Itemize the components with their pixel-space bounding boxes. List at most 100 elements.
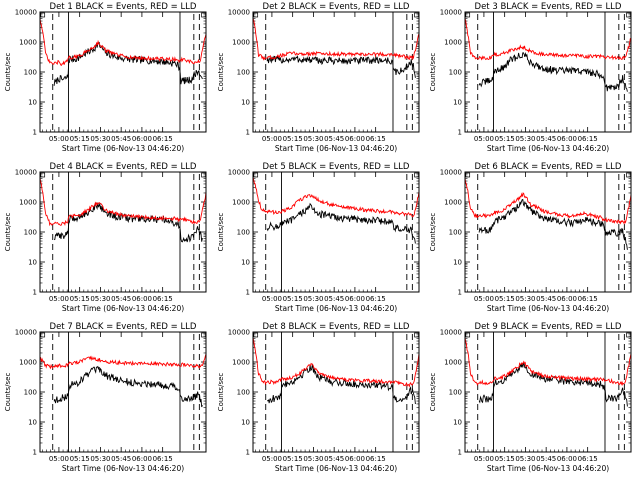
x-tick-label: 06:15: [153, 135, 173, 143]
lld-series-line: [252, 337, 420, 388]
panel-title: Det 6 BLACK = Events, RED = LLD: [475, 162, 622, 172]
events-series-line: [266, 364, 416, 405]
lld-series-line: [464, 18, 632, 61]
x-tick-label: 05:00: [474, 295, 494, 303]
y-axis-label: Counts/sec: [429, 53, 437, 92]
panel-title: Det 1 BLACK = Events, RED = LLD: [50, 2, 197, 12]
y-tick-label: 100: [449, 389, 462, 397]
panel-title: Det 4 BLACK = Events, RED = LLD: [50, 162, 197, 172]
y-tick-label: 1: [458, 289, 462, 297]
plot-frame: [464, 331, 632, 453]
x-tick-label: 06:15: [366, 135, 386, 143]
x-tick-label: 05:45: [536, 455, 556, 463]
plot-frame: [39, 331, 207, 453]
x-tick-label: 05:00: [49, 135, 69, 143]
lld-series-line: [464, 337, 632, 386]
panel-title: Det 5 BLACK = Events, RED = LLD: [263, 162, 410, 172]
y-tick-label: 1000: [232, 359, 250, 367]
x-tick-label: 05:45: [111, 135, 131, 143]
x-tick-label: 06:00: [345, 135, 365, 143]
x-tick-label: 05:30: [515, 295, 535, 303]
x-tick-label: 06:15: [366, 295, 386, 303]
state-flag-marker: [465, 172, 471, 178]
x-tick-label: 05:00: [262, 455, 282, 463]
lld-series-line: [464, 177, 632, 225]
x-tick-label: 06:00: [557, 455, 577, 463]
y-tick-label: 100: [237, 69, 250, 77]
y-tick-label: 10: [28, 259, 37, 267]
y-axis-label: Counts/sec: [429, 373, 437, 412]
state-flag-marker: [40, 332, 46, 338]
x-tick-label: 05:45: [536, 135, 556, 143]
x-axis-label: Start Time (06-Nov-13 04:46:20): [487, 304, 609, 313]
y-tick-label: 1: [246, 289, 250, 297]
x-axis-label: Start Time (06-Nov-13 04:46:20): [487, 464, 609, 473]
y-tick-label: 10000: [440, 329, 462, 337]
detector-panel-9: Det 9 BLACK = Events, RED = LLD Counts/se…: [429, 322, 632, 473]
state-flag-marker: [253, 332, 259, 338]
x-tick-label: 06:00: [557, 295, 577, 303]
lld-series-line: [39, 353, 207, 370]
y-tick-label: 1: [33, 449, 37, 457]
y-axis-label: Counts/sec: [429, 213, 437, 252]
y-tick-label: 10000: [440, 9, 462, 17]
x-tick-label: 06:15: [578, 295, 598, 303]
y-tick-label: 10000: [440, 169, 462, 177]
panel-title: Det 9 BLACK = Events, RED = LLD: [475, 322, 622, 332]
x-tick-label: 05:15: [70, 135, 90, 143]
y-tick-label: 10000: [15, 9, 37, 17]
y-tick-label: 100: [237, 229, 250, 237]
y-tick-label: 10: [453, 419, 462, 427]
x-axis-label: Start Time (06-Nov-13 04:46:20): [275, 464, 397, 473]
y-tick-label: 1000: [19, 359, 37, 367]
x-tick-label: 06:00: [132, 135, 152, 143]
x-tick-label: 06:15: [578, 455, 598, 463]
state-flag-marker: [465, 12, 471, 18]
y-axis-label: Counts/sec: [217, 213, 225, 252]
x-axis-label: Start Time (06-Nov-13 04:46:20): [62, 144, 184, 153]
x-tick-label: 05:00: [49, 295, 69, 303]
plot-frame: [252, 331, 420, 453]
plot-frame: [252, 171, 420, 293]
x-tick-label: 05:15: [495, 295, 515, 303]
lld-series-line: [252, 18, 420, 61]
detector-panel-6: Det 6 BLACK = Events, RED = LLD Counts/se…: [429, 162, 632, 313]
x-tick-label: 05:15: [495, 135, 515, 143]
detector-panel-3: Det 3 BLACK = Events, RED = LLD Counts/se…: [429, 2, 632, 153]
y-tick-label: 10000: [228, 9, 250, 17]
y-tick-label: 10: [453, 99, 462, 107]
x-tick-label: 05:45: [324, 455, 344, 463]
y-tick-label: 1: [246, 129, 250, 137]
x-tick-label: 05:00: [474, 455, 494, 463]
x-tick-label: 05:30: [303, 135, 323, 143]
x-tick-label: 06:00: [132, 295, 152, 303]
y-axis-label: Counts/sec: [217, 53, 225, 92]
y-tick-label: 100: [24, 229, 37, 237]
x-axis-label: Start Time (06-Nov-13 04:46:20): [62, 304, 184, 313]
x-tick-label: 05:00: [49, 455, 69, 463]
x-tick-label: 05:15: [495, 455, 515, 463]
y-tick-label: 1: [246, 449, 250, 457]
x-tick-label: 05:15: [283, 295, 303, 303]
x-tick-label: 06:00: [132, 455, 152, 463]
events-series-line: [53, 41, 203, 86]
y-tick-label: 10000: [15, 169, 37, 177]
x-tick-label: 05:45: [324, 295, 344, 303]
y-tick-label: 100: [449, 229, 462, 237]
y-tick-label: 100: [24, 389, 37, 397]
x-tick-label: 05:00: [262, 295, 282, 303]
x-tick-label: 05:00: [262, 135, 282, 143]
y-tick-label: 1: [33, 129, 37, 137]
events-series-line: [478, 198, 628, 250]
detector-panel-1: Det 1 BLACK = Events, RED = LLD Counts/se…: [4, 2, 207, 153]
panel-title: Det 2 BLACK = Events, RED = LLD: [263, 2, 410, 12]
y-axis-label: Counts/sec: [4, 373, 12, 412]
detector-panel-4: Det 4 BLACK = Events, RED = LLD Counts/se…: [4, 162, 207, 313]
plot-frame: [39, 11, 207, 133]
plot-frame: [464, 11, 632, 133]
x-tick-label: 06:00: [557, 135, 577, 143]
y-tick-label: 10000: [228, 329, 250, 337]
x-tick-label: 05:45: [111, 455, 131, 463]
x-tick-label: 05:30: [303, 295, 323, 303]
y-tick-label: 1000: [444, 39, 462, 47]
